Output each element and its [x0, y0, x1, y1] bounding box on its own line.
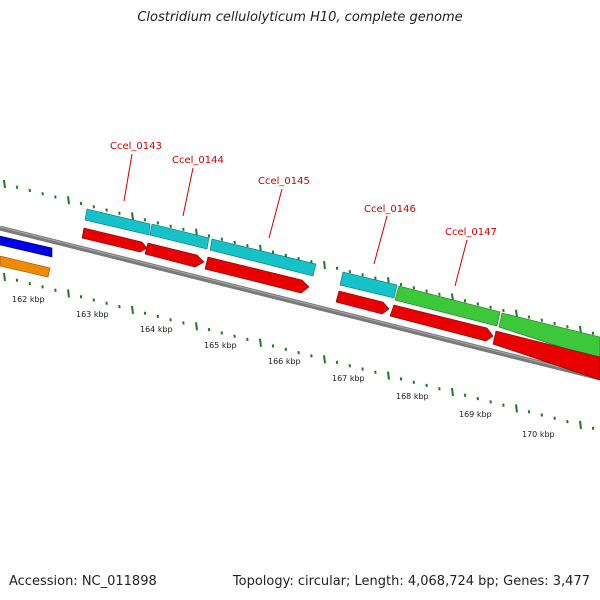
outer-tick-mark: [67, 196, 70, 205]
kbp-label-163: 163 kbp: [76, 310, 109, 319]
inner-tick-mark: [515, 404, 518, 413]
inner-tick-mark: [323, 355, 326, 364]
cds-Ccel_0146[interactable]: [335, 290, 390, 315]
gene-blue[interactable]: [0, 235, 53, 258]
kbp-ruler: 162 kbp 163 kbp 164 kbp 165 kbp 166 kbp …: [12, 295, 555, 439]
outer-tick-mark: [3, 179, 6, 189]
outer-tick-mark: [323, 260, 326, 270]
inner-tick-mark: [579, 420, 582, 430]
kbp-label-167: 167 kbp: [332, 374, 365, 383]
gene-orange[interactable]: [0, 255, 51, 278]
genome-summary-text: Topology: circular; Length: 4,068,724 bp…: [232, 574, 590, 589]
inner-tick-mark: [3, 272, 6, 282]
map-title: Clostridium cellulolyticum H10, complete…: [137, 10, 463, 25]
gene-Ccel_0144[interactable]: [149, 223, 210, 250]
inner-tick-mark: [451, 387, 454, 397]
inner-tick-mark: [387, 371, 390, 380]
gene-label-Ccel_0147[interactable]: Ccel_0147: [445, 227, 497, 238]
gene-Ccel_0145[interactable]: [209, 238, 317, 277]
gene-label-Ccel_0145[interactable]: Ccel_0145: [258, 176, 310, 187]
cds-Ccel_0145[interactable]: [204, 256, 310, 294]
kbp-label-169: 169 kbp: [459, 410, 492, 419]
inner-tick-mark: [131, 305, 134, 315]
inner-tick-mark: [259, 338, 262, 347]
gene-label-Ccel_0146[interactable]: Ccel_0146: [364, 204, 416, 215]
cds-Ccel_0147[interactable]: [389, 304, 600, 381]
cds-Ccel_0144[interactable]: [144, 242, 205, 268]
accession-text: Accession: NC_011898: [9, 574, 157, 589]
kbp-label-162: 162 kbp: [12, 295, 45, 304]
gene-Ccel_0147[interactable]: [394, 285, 600, 361]
cds-Ccel_0143[interactable]: [81, 227, 148, 253]
kbp-label-165: 165 kbp: [204, 341, 237, 350]
kbp-label-170: 170 kbp: [522, 430, 555, 439]
kbp-label-168: 168 kbp: [396, 392, 429, 401]
gene-label-group: Ccel_0143 Ccel_0144 Ccel_0145 Ccel_0146 …: [110, 141, 497, 287]
inner-tick-track: [3, 272, 595, 430]
backbone: [0, 225, 600, 381]
gene-label-Ccel_0144[interactable]: Ccel_0144: [172, 155, 224, 166]
inner-tick-mark: [195, 322, 198, 331]
gene-label-Ccel_0143[interactable]: Ccel_0143: [110, 141, 162, 152]
outer-tick-mark: [131, 212, 134, 221]
kbp-label-166: 166 kbp: [268, 357, 301, 366]
gene-Ccel_0146[interactable]: [339, 271, 398, 299]
kbp-label-164: 164 kbp: [140, 325, 173, 334]
gene-Ccel_0143[interactable]: [84, 208, 151, 236]
inner-tick-mark: [67, 289, 70, 298]
